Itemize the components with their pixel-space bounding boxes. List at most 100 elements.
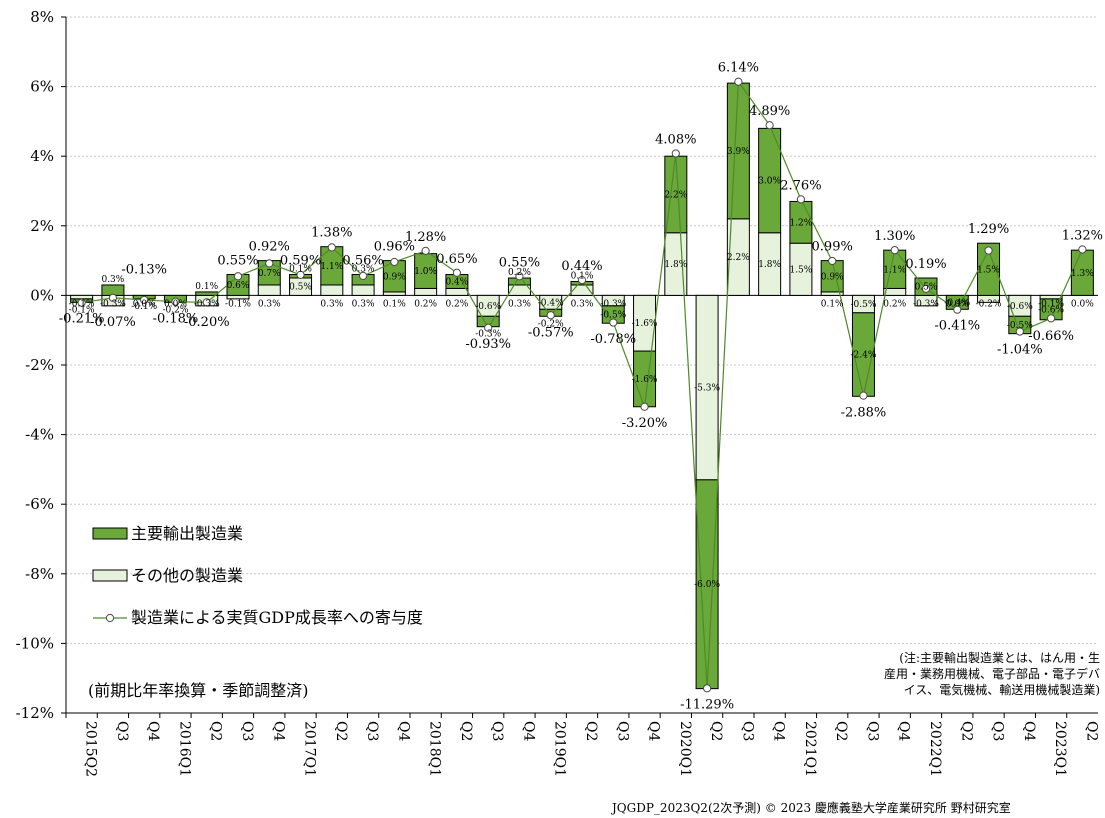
- total-label: 4.89%: [749, 104, 790, 119]
- y-tick-label: 2%: [30, 217, 54, 235]
- segment-label-main: -0.6%: [1038, 305, 1064, 315]
- contribution-point: [671, 149, 680, 158]
- segment-label-other: 0.3%: [352, 299, 375, 309]
- total-label: 1.28%: [405, 230, 446, 245]
- total-label: 2.76%: [780, 178, 821, 193]
- contribution-point: [1015, 327, 1024, 336]
- legend-marker-contribution: [105, 613, 115, 623]
- segment-label-other: 0.2%: [414, 299, 437, 309]
- segment-label-main: 1.3%: [1071, 269, 1094, 279]
- bar-other-manufacturing: [883, 287, 907, 296]
- x-tick-label: Q3: [239, 721, 255, 741]
- contribution-point: [358, 271, 368, 281]
- y-tick-label: -2%: [25, 356, 54, 374]
- bar-other-manufacturing: [382, 291, 406, 296]
- bar-other-manufacturing: [226, 294, 250, 300]
- segment-label-main: -0.1%: [69, 305, 95, 315]
- bar-main-export: [977, 242, 1001, 296]
- copyright-footer: JQGDP_2023Q2(2次予測) © 2023 慶應義塾大学産業研究所 野村…: [612, 801, 1011, 815]
- x-tick-label: 2017Q1: [302, 721, 318, 777]
- segment-label-other: -0.2%: [976, 299, 1002, 309]
- total-label: 0.99%: [812, 240, 853, 255]
- unit-note: (前期比年率換算・季節調整済): [88, 681, 309, 700]
- x-axis: 2015Q2 Q3 Q4 2016Q1 Q2 Q3 Q4 2017Q1 Q2 Q3 Q4 2018Q1…: [65, 712, 1099, 777]
- x-tick-label: 2021Q1: [802, 721, 818, 777]
- total-label: 0.19%: [905, 257, 946, 272]
- total-label: 1.29%: [968, 222, 1009, 237]
- x-tick-label: 2020Q1: [677, 721, 693, 777]
- contribution-point: [390, 257, 399, 267]
- segment-label-main: 1.2%: [789, 218, 812, 228]
- contribution-point: [765, 121, 774, 130]
- segment-label-main: -0.5%: [1007, 321, 1033, 331]
- segment-label-other: 1.8%: [664, 260, 687, 270]
- segment-label-main: 1.1%: [320, 262, 343, 272]
- x-tick-label: Q2: [458, 721, 474, 741]
- total-label: -0.21%: [59, 312, 105, 327]
- contribution-point: [171, 297, 180, 306]
- segment-label-other: -0.1%: [1038, 299, 1064, 309]
- y-tick-label: -12%: [16, 704, 54, 722]
- contribution-point: [640, 402, 649, 411]
- segment-label-other: 0.1%: [821, 299, 844, 309]
- y-axis: 8% 6% 4% 2% 0% -2% -4% -6% -8% -10% -12%: [16, 8, 67, 722]
- segment-label-main: 0.1%: [571, 271, 594, 281]
- bar-other-manufacturing: [414, 287, 438, 296]
- segment-label-other: -0.3%: [100, 299, 126, 309]
- segment-label-other: -0.6%: [1007, 302, 1033, 312]
- x-tick-label: 2015Q2: [83, 721, 99, 777]
- x-tick-label: Q2: [208, 721, 224, 741]
- contribution-point: [265, 259, 274, 268]
- contribution-point: [859, 391, 868, 400]
- contribution-point: [140, 295, 149, 305]
- segment-label-main: 0.5%: [915, 283, 938, 293]
- total-label: 0.55%: [499, 255, 540, 270]
- segment-label-main: 0.4%: [445, 277, 468, 287]
- contribution-point: [828, 256, 837, 266]
- segment-label-other: 0.1%: [383, 299, 406, 309]
- total-label: 4.08%: [655, 132, 696, 147]
- x-tick-label: Q3: [739, 721, 755, 741]
- segment-label-other: 0.3%: [320, 299, 343, 309]
- x-tick-label: Q4: [896, 721, 912, 741]
- total-label: -0.66%: [1028, 329, 1074, 344]
- x-tick-label: Q3: [614, 721, 630, 741]
- x-tick-label: 2018Q1: [427, 721, 443, 777]
- segment-label-other: -0.1%: [225, 299, 251, 309]
- x-tick-label: Q4: [145, 721, 161, 741]
- x-tick-label: Q4: [520, 721, 536, 741]
- x-tick-label: 2022Q1: [927, 721, 943, 777]
- segment-label-main: 1.5%: [977, 265, 1000, 275]
- total-label: -0.20%: [184, 315, 230, 330]
- segment-label-main: -0.1%: [131, 302, 157, 312]
- contribution-point: [577, 275, 587, 285]
- contribution-point: [796, 195, 806, 204]
- segment-label-other: -0.4%: [538, 298, 564, 308]
- contribution-line: [77, 77, 1087, 693]
- x-tick-label: Q2: [1083, 721, 1099, 741]
- bar-other-manufacturing: [70, 294, 94, 300]
- legend-label-contribution: 製造業による実質GDP成長率への寄与度: [131, 608, 423, 627]
- segment-label-other: -0.3%: [913, 299, 939, 309]
- segment-label-other: 0.3%: [508, 299, 531, 309]
- contribution-point: [609, 318, 618, 327]
- contribution-point: [734, 77, 743, 86]
- segment-label-other: 0.0%: [164, 299, 187, 309]
- segment-label-other: 0.0%: [133, 299, 156, 309]
- contribution-point: [452, 268, 462, 277]
- segment-label-main: 0.3%: [101, 275, 124, 285]
- total-label: -0.41%: [934, 319, 980, 334]
- total-label: -0.18%: [153, 311, 199, 326]
- segment-label-main: 0.2%: [508, 268, 531, 278]
- y-tick-label: -6%: [25, 495, 54, 513]
- total-label: 0.96%: [374, 240, 415, 255]
- segment-label-main: -0.4%: [944, 298, 970, 308]
- segment-label-other: 0.3%: [571, 299, 594, 309]
- y-tick-label: 8%: [30, 8, 54, 26]
- segment-label-other: 2.2%: [727, 253, 750, 263]
- x-tick-label: 2016Q1: [176, 721, 192, 777]
- segment-label-main: 2.2%: [664, 190, 687, 200]
- contribution-point: [515, 272, 524, 281]
- total-label: -0.13%: [121, 263, 167, 278]
- segment-labels: -0.1%-0.1%-0.3%0.3%0.0%-0.1% 0.0%-0.2%-0.…: [69, 147, 1095, 590]
